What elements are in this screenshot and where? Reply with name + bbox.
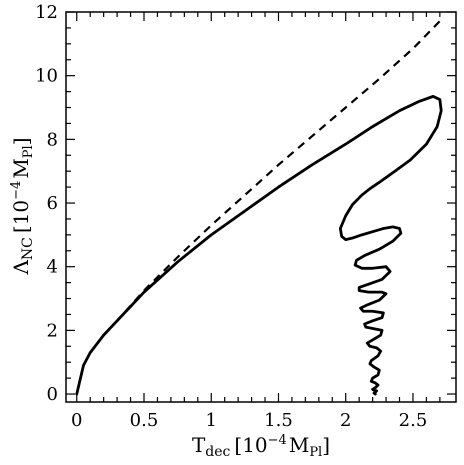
y-tick-label: 12: [35, 2, 58, 23]
dashed-series-line: [75, 17, 444, 395]
x-tick-label: 2: [340, 410, 351, 431]
tick-labels: 0 0.5 1 1.5 2 2.5 0 2 4 6 8 10 12: [35, 2, 427, 431]
x-tick-label: 0: [71, 410, 82, 431]
y-tick-label: 8: [47, 129, 58, 150]
y-tick-label: 6: [47, 193, 58, 214]
y-tick-label: 4: [47, 257, 58, 278]
plot-content: [75, 17, 444, 396]
x-tick-label: 2.5: [399, 410, 428, 431]
x-tick-label: 1: [206, 410, 217, 431]
x-tick-label: 1.5: [264, 410, 293, 431]
y-tick-label: 0: [47, 384, 58, 405]
y-tick-label: 2: [47, 320, 58, 341]
y-axis-label: ΛNC[10−4MPl]: [9, 137, 36, 275]
x-axis-label: Tdec [10−4 MPl]: [192, 433, 330, 460]
y-tick-label: 10: [35, 66, 58, 87]
axis-ticks: [66, 11, 456, 402]
solid-series-line: [75, 94, 443, 396]
plot-frame: [65, 11, 457, 403]
x-tick-label: 0.5: [130, 410, 159, 431]
